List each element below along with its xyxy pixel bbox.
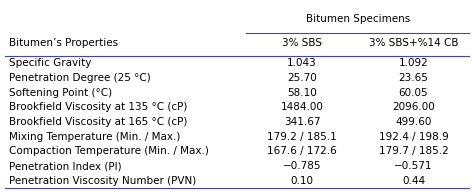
Text: 0.10: 0.10	[291, 176, 313, 186]
Text: 1.092: 1.092	[399, 58, 428, 68]
Text: 179.7 / 185.2: 179.7 / 185.2	[379, 146, 448, 156]
Text: 25.70: 25.70	[287, 73, 317, 83]
Text: Mixing Temperature (Min. / Max.): Mixing Temperature (Min. / Max.)	[9, 132, 181, 142]
Text: 60.05: 60.05	[399, 88, 428, 98]
Text: 0.44: 0.44	[402, 176, 425, 186]
Text: Specific Gravity: Specific Gravity	[9, 58, 92, 68]
Text: 1484.00: 1484.00	[281, 102, 323, 112]
Text: −0.785: −0.785	[283, 161, 321, 171]
Text: −0.571: −0.571	[394, 161, 433, 171]
Text: 23.65: 23.65	[399, 73, 428, 83]
Text: Softening Point (°C): Softening Point (°C)	[9, 88, 112, 98]
Text: Penetration Degree (25 °C): Penetration Degree (25 °C)	[9, 73, 151, 83]
Text: 2096.00: 2096.00	[392, 102, 435, 112]
Text: 192.4 / 198.9: 192.4 / 198.9	[379, 132, 448, 142]
Text: 179.2 / 185.1: 179.2 / 185.1	[267, 132, 337, 142]
Text: 341.67: 341.67	[284, 117, 320, 127]
Text: Bitumen’s Properties: Bitumen’s Properties	[9, 38, 119, 48]
Text: 3% SBS+%14 CB: 3% SBS+%14 CB	[369, 38, 458, 48]
Text: Brookfield Viscosity at 165 °C (cP): Brookfield Viscosity at 165 °C (cP)	[9, 117, 188, 127]
Text: 58.10: 58.10	[287, 88, 317, 98]
Text: Penetration Viscosity Number (PVN): Penetration Viscosity Number (PVN)	[9, 176, 197, 186]
Text: Compaction Temperature (Min. / Max.): Compaction Temperature (Min. / Max.)	[9, 146, 209, 156]
Text: Penetration Index (PI): Penetration Index (PI)	[9, 161, 122, 171]
Text: Brookfield Viscosity at 135 °C (cP): Brookfield Viscosity at 135 °C (cP)	[9, 102, 188, 112]
Text: 167.6 / 172.6: 167.6 / 172.6	[267, 146, 337, 156]
Text: Bitumen Specimens: Bitumen Specimens	[306, 14, 410, 24]
Text: 499.60: 499.60	[395, 117, 432, 127]
Text: 1.043: 1.043	[287, 58, 317, 68]
Text: 3% SBS: 3% SBS	[282, 38, 322, 48]
